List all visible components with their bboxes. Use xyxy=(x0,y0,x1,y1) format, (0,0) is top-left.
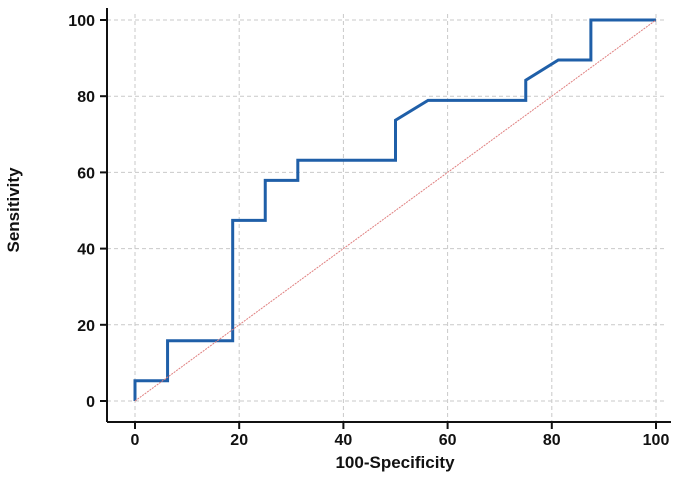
y-tick-label: 80 xyxy=(77,89,95,106)
series-layer xyxy=(133,18,657,402)
x-tick-label: 80 xyxy=(543,432,561,449)
y-tick-label: 20 xyxy=(77,318,95,335)
y-tick-label: 0 xyxy=(86,394,95,411)
reference-diagonal-line xyxy=(134,19,657,402)
grid-layer xyxy=(107,14,666,422)
roc-curve-line xyxy=(133,18,656,401)
x-tick-label: 0 xyxy=(131,432,140,449)
y-tick-label: 60 xyxy=(77,165,95,182)
x-tick-label: 20 xyxy=(230,432,248,449)
x-tick-label: 40 xyxy=(335,432,353,449)
y-tick-label: 40 xyxy=(77,242,95,259)
x-tick-label: 60 xyxy=(439,432,457,449)
x-axis-title: 100-Specificity xyxy=(335,453,455,472)
y-axis-title: Sensitivity xyxy=(4,167,23,253)
labels-layer: 0 20 40 60 80 100 0 20 40 60 80 100 xyxy=(68,13,669,449)
x-tick-label: 100 xyxy=(643,432,670,449)
axes-layer xyxy=(100,8,671,429)
y-tick-label: 100 xyxy=(68,13,95,30)
